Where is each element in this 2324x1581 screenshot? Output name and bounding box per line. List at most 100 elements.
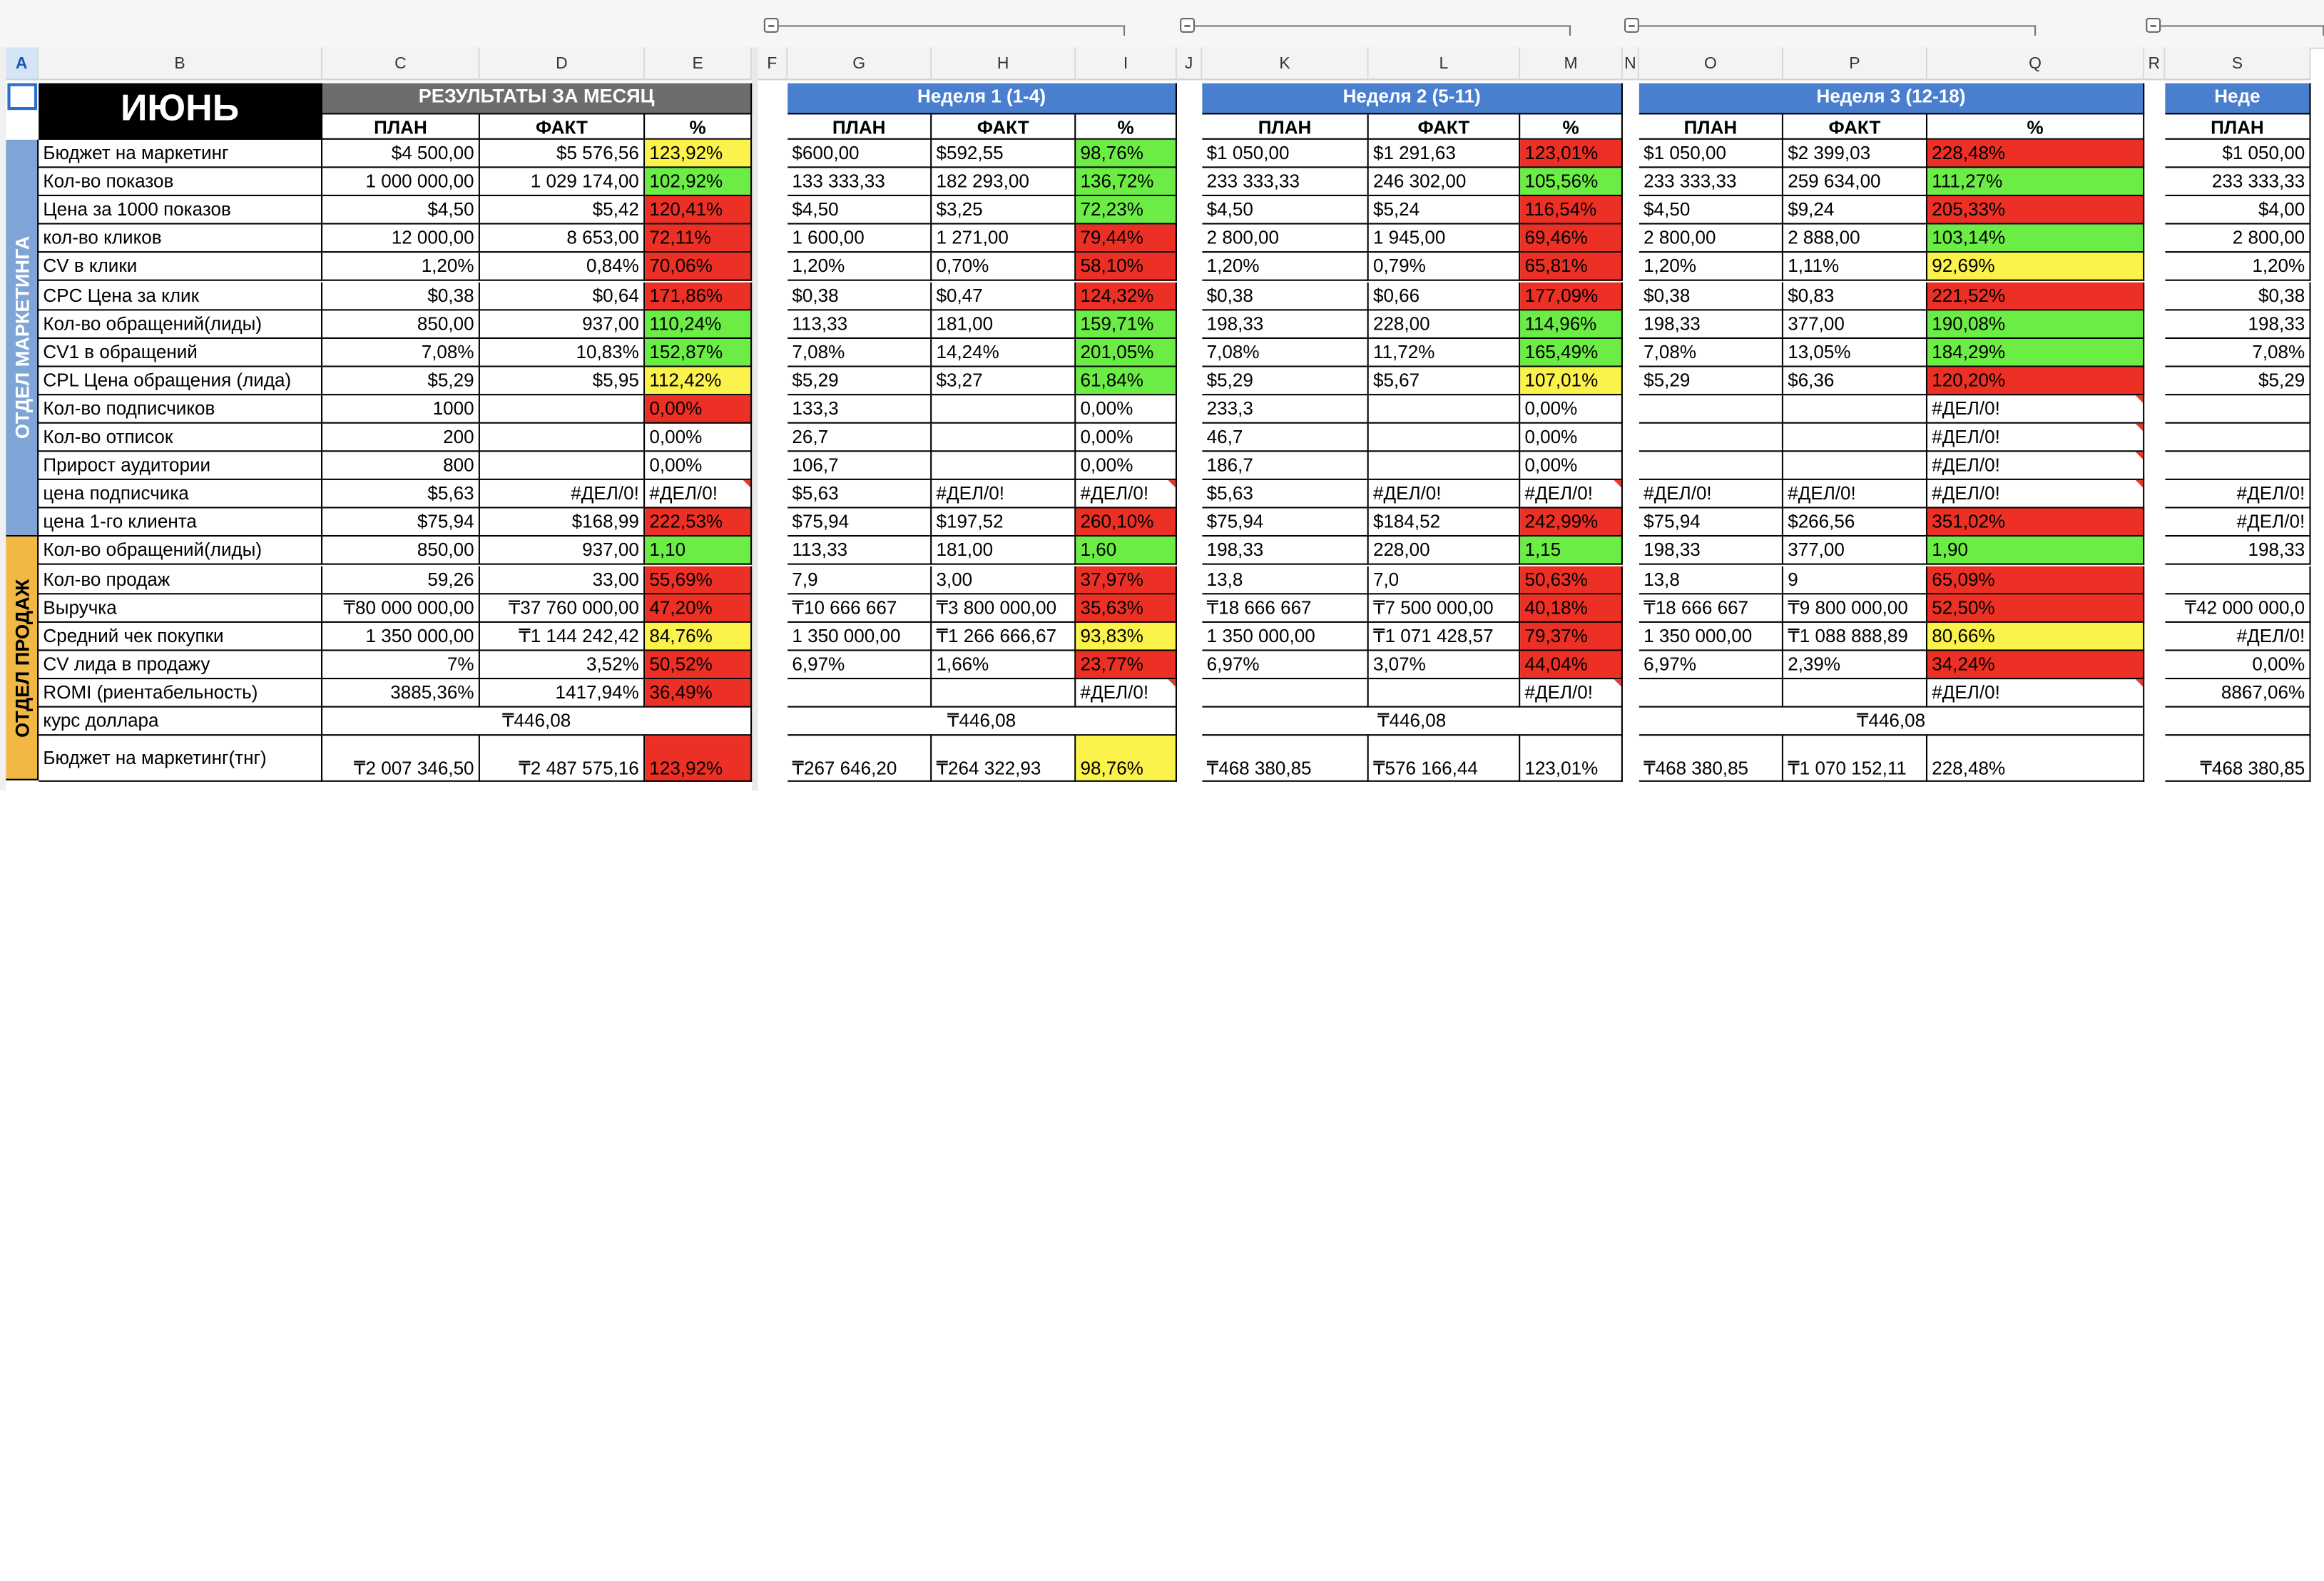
- cell-q[interactable]: 351,02%: [1927, 509, 2145, 537]
- column-header-i[interactable]: I: [1076, 47, 1177, 81]
- cell-c[interactable]: 1,20%: [322, 253, 480, 282]
- outline-group-2[interactable]: [1180, 12, 1571, 42]
- cell-s[interactable]: $0,38: [2165, 281, 2311, 310]
- cell-i[interactable]: 0,00%: [1076, 452, 1177, 481]
- cell-d[interactable]: $168,99: [479, 509, 646, 537]
- cell-h[interactable]: $197,52: [932, 509, 1076, 537]
- cell-m[interactable]: 105,56%: [1520, 168, 1623, 197]
- cell-d[interactable]: #ДЕЛ/0!: [479, 480, 646, 509]
- cell-c[interactable]: $4,50: [322, 196, 480, 225]
- cell-o[interactable]: $0,38: [1638, 281, 1783, 310]
- cell-g[interactable]: 1 350 000,00: [788, 622, 932, 651]
- cell-k[interactable]: [1202, 678, 1369, 708]
- cell-e[interactable]: 70,06%: [645, 253, 753, 282]
- cell-d[interactable]: 937,00: [479, 537, 646, 566]
- cell-p[interactable]: #ДЕЛ/0!: [1783, 480, 1928, 509]
- cell-q[interactable]: 52,50%: [1927, 594, 2145, 623]
- cell-g[interactable]: [788, 678, 932, 708]
- cell-e[interactable]: 47,20%: [645, 594, 753, 623]
- cell-k[interactable]: 46,7: [1202, 423, 1369, 452]
- cell-q[interactable]: 190,08%: [1927, 310, 2145, 339]
- cell-l[interactable]: [1368, 452, 1521, 481]
- column-header-e[interactable]: E: [645, 47, 753, 81]
- cell-g[interactable]: 6,97%: [788, 651, 932, 679]
- column-header-g[interactable]: G: [788, 47, 932, 81]
- cell-c[interactable]: 12 000,00: [322, 225, 480, 253]
- cell-m[interactable]: 177,09%: [1520, 281, 1623, 310]
- cell-q[interactable]: 92,69%: [1927, 253, 2145, 282]
- outline-group-1[interactable]: [763, 12, 1126, 42]
- cell-s[interactable]: [2165, 395, 2311, 424]
- cell-g[interactable]: 106,7: [788, 452, 932, 481]
- cell-p[interactable]: [1783, 395, 1928, 424]
- cell-l[interactable]: ₸1 071 428,57: [1368, 622, 1521, 651]
- column-header-k[interactable]: K: [1202, 47, 1369, 81]
- cell-k[interactable]: $1 050,00: [1202, 139, 1369, 168]
- cell-d[interactable]: [479, 452, 646, 481]
- cell-d[interactable]: $5 576,56: [479, 139, 646, 168]
- cell-o[interactable]: 6,97%: [1638, 651, 1783, 679]
- cell-h[interactable]: 1 271,00: [932, 225, 1076, 253]
- cell-s[interactable]: 233 333,33: [2165, 168, 2311, 197]
- cell-l[interactable]: 3,07%: [1368, 651, 1521, 679]
- cell-p[interactable]: $2 399,03: [1783, 139, 1928, 168]
- cell-q[interactable]: 65,09%: [1927, 565, 2145, 594]
- cell-p[interactable]: ₸1 070 152,11: [1783, 736, 1928, 782]
- cell-s[interactable]: ₸42 000 000,0: [2165, 594, 2311, 623]
- cell-o[interactable]: [1638, 678, 1783, 708]
- column-header-o[interactable]: O: [1638, 47, 1783, 81]
- cell-l[interactable]: $0,66: [1368, 281, 1521, 310]
- cell-c[interactable]: 1 350 000,00: [322, 622, 480, 651]
- cell-m[interactable]: 116,54%: [1520, 196, 1623, 225]
- cell-c[interactable]: 200: [322, 423, 480, 452]
- cell-c[interactable]: ₸80 000 000,00: [322, 594, 480, 623]
- cell-e[interactable]: 222,53%: [645, 509, 753, 537]
- column-header-s[interactable]: S: [2165, 47, 2311, 81]
- cell-l[interactable]: $184,52: [1368, 509, 1521, 537]
- cell-s[interactable]: 198,33: [2165, 310, 2311, 339]
- cell-q[interactable]: 80,66%: [1927, 622, 2145, 651]
- cell-l[interactable]: $5,67: [1368, 367, 1521, 395]
- cell-i[interactable]: 61,84%: [1076, 367, 1177, 395]
- cell-i[interactable]: 93,83%: [1076, 622, 1177, 651]
- cell-q[interactable]: 120,20%: [1927, 367, 2145, 395]
- dollar-rate-m[interactable]: ₸446,08: [322, 707, 753, 736]
- cell-k[interactable]: 186,7: [1202, 452, 1369, 481]
- cell-m[interactable]: 0,00%: [1520, 423, 1623, 452]
- cell-q[interactable]: 221,52%: [1927, 281, 2145, 310]
- cell-s[interactable]: $5,29: [2165, 367, 2311, 395]
- cell-l[interactable]: 228,00: [1368, 537, 1521, 566]
- cell-e[interactable]: #ДЕЛ/0!: [645, 480, 753, 509]
- cell-q[interactable]: 103,14%: [1927, 225, 2145, 253]
- cell-m[interactable]: 40,18%: [1520, 594, 1623, 623]
- cell-d[interactable]: 33,00: [479, 565, 646, 594]
- cell-h[interactable]: [932, 678, 1076, 708]
- cell-q[interactable]: 184,29%: [1927, 338, 2145, 367]
- cell-l[interactable]: $1 291,63: [1368, 139, 1521, 168]
- cell-h[interactable]: 181,00: [932, 537, 1076, 566]
- cell-k[interactable]: $5,29: [1202, 367, 1369, 395]
- cell-p[interactable]: 377,00: [1783, 537, 1928, 566]
- cell-p[interactable]: 2 888,00: [1783, 225, 1928, 253]
- cell-i[interactable]: 35,63%: [1076, 594, 1177, 623]
- cell-g[interactable]: 113,33: [788, 537, 932, 566]
- cell-g[interactable]: 133 333,33: [788, 168, 932, 197]
- cell-q[interactable]: 111,27%: [1927, 168, 2145, 197]
- cell-d[interactable]: [479, 395, 646, 424]
- cell-s[interactable]: #ДЕЛ/0!: [2165, 480, 2311, 509]
- cell-o[interactable]: $1 050,00: [1638, 139, 1783, 168]
- cell-o[interactable]: 1,20%: [1638, 253, 1783, 282]
- cell-h[interactable]: 1,66%: [932, 651, 1076, 679]
- cell-g[interactable]: 26,7: [788, 423, 932, 452]
- cell-e[interactable]: 152,87%: [645, 338, 753, 367]
- cell-p[interactable]: 1,11%: [1783, 253, 1928, 282]
- cell-c[interactable]: ₸2 007 346,50: [322, 736, 480, 782]
- cell-e[interactable]: 50,52%: [645, 651, 753, 679]
- cell-d[interactable]: 937,00: [479, 310, 646, 339]
- cell-s[interactable]: #ДЕЛ/0!: [2165, 509, 2311, 537]
- cell-i[interactable]: #ДЕЛ/0!: [1076, 678, 1177, 708]
- collapse-group-icon[interactable]: [763, 17, 779, 33]
- column-header-f[interactable]: F: [758, 47, 788, 81]
- cell-h[interactable]: 3,00: [932, 565, 1076, 594]
- cell-o[interactable]: 7,08%: [1638, 338, 1783, 367]
